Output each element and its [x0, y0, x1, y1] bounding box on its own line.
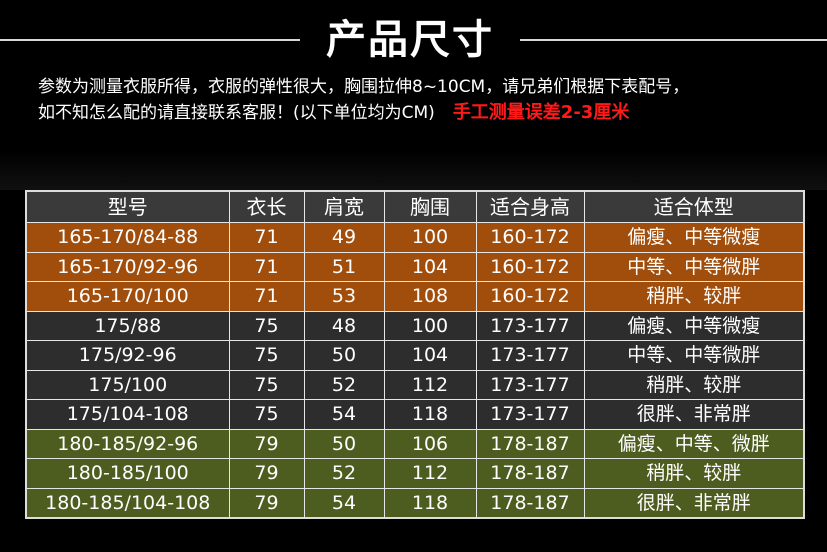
cell-chest: 100 [383, 310, 477, 341]
cell-body-type: 稍胖、较胖 [583, 458, 805, 489]
cell-body-type: 偏瘦、中等、微胖 [583, 428, 805, 459]
cell-shoulder: 52 [303, 369, 385, 400]
table-row: 180-185/104-108 79 54 118 178-187 很胖、非常胖 [25, 487, 805, 519]
cell-body-type: 很胖、非常胖 [583, 399, 805, 430]
cell-model: 175/92-96 [25, 340, 230, 371]
cell-shoulder: 52 [303, 458, 385, 489]
cell-chest: 106 [383, 428, 477, 459]
title-rule-left [0, 39, 300, 41]
cell-model: 165-170/84-88 [25, 222, 230, 253]
cell-shoulder: 53 [303, 281, 385, 312]
table-row: 165-170/100 71 53 108 160-172 稍胖、较胖 [25, 281, 805, 312]
cell-height: 160-172 [475, 251, 585, 282]
cell-chest: 100 [383, 222, 477, 253]
cell-length: 79 [228, 428, 305, 459]
cell-body-type: 偏瘦、中等微瘦 [583, 222, 805, 253]
cell-length: 79 [228, 487, 305, 519]
table-row: 175/100 75 52 112 173-177 稍胖、较胖 [25, 369, 805, 400]
cell-body-type: 中等、中等微胖 [583, 340, 805, 371]
cell-length: 75 [228, 340, 305, 371]
background-gradient [0, 150, 827, 190]
title-rule-right [520, 39, 827, 41]
cell-length: 75 [228, 399, 305, 430]
header-chest: 胸围 [383, 190, 477, 223]
cell-model: 165-170/92-96 [25, 251, 230, 282]
cell-height: 173-177 [475, 369, 585, 400]
cell-chest: 108 [383, 281, 477, 312]
cell-height: 160-172 [475, 281, 585, 312]
cell-chest: 104 [383, 340, 477, 371]
cell-shoulder: 50 [303, 428, 385, 459]
cell-shoulder: 50 [303, 340, 385, 371]
cell-chest: 112 [383, 369, 477, 400]
table-row: 165-170/92-96 71 51 104 160-172 中等、中等微胖 [25, 251, 805, 282]
description-line-2-text: 如不知怎么配的请直接联系客服！(以下单位均为CM) [38, 103, 435, 123]
cell-chest: 118 [383, 487, 477, 519]
page-title: 产品尺寸 [326, 17, 494, 63]
table-row: 175/88 75 48 100 173-177 偏瘦、中等微瘦 [25, 310, 805, 341]
table-row: 165-170/84-88 71 49 100 160-172 偏瘦、中等微瘦 [25, 222, 805, 253]
table-row: 180-185/92-96 79 50 106 178-187 偏瘦、中等、微胖 [25, 428, 805, 459]
cell-body-type: 稍胖、较胖 [583, 369, 805, 400]
cell-model: 180-185/100 [25, 458, 230, 489]
cell-length: 71 [228, 281, 305, 312]
header-body-type: 适合体型 [583, 190, 805, 223]
cell-model: 180-185/92-96 [25, 428, 230, 459]
size-table: 型号 衣长 肩宽 胸围 适合身高 适合体型 165-170/84-88 71 49 1… [25, 190, 805, 519]
header-length: 衣长 [228, 190, 305, 223]
table-header-row: 型号 衣长 肩宽 胸围 适合身高 适合体型 [25, 190, 805, 223]
description-line-2: 如不知怎么配的请直接联系客服！(以下单位均为CM) 手工测量误差2-3厘米 [38, 100, 689, 126]
cell-model: 165-170/100 [25, 281, 230, 312]
cell-shoulder: 49 [303, 222, 385, 253]
header-shoulder: 肩宽 [303, 190, 385, 223]
cell-height: 173-177 [475, 399, 585, 430]
cell-height: 160-172 [475, 222, 585, 253]
cell-model: 175/100 [25, 369, 230, 400]
cell-height: 178-187 [475, 487, 585, 519]
cell-body-type: 中等、中等微胖 [583, 251, 805, 282]
cell-chest: 104 [383, 251, 477, 282]
cell-chest: 118 [383, 399, 477, 430]
cell-height: 173-177 [475, 310, 585, 341]
cell-model: 180-185/104-108 [25, 487, 230, 519]
header-model: 型号 [25, 190, 230, 223]
cell-chest: 112 [383, 458, 477, 489]
cell-body-type: 偏瘦、中等微瘦 [583, 310, 805, 341]
cell-height: 178-187 [475, 458, 585, 489]
cell-height: 173-177 [475, 340, 585, 371]
cell-model: 175/88 [25, 310, 230, 341]
cell-body-type: 很胖、非常胖 [583, 487, 805, 519]
cell-body-type: 稍胖、较胖 [583, 281, 805, 312]
cell-shoulder: 51 [303, 251, 385, 282]
cell-length: 75 [228, 369, 305, 400]
cell-height: 178-187 [475, 428, 585, 459]
header-height: 适合身高 [475, 190, 585, 223]
cell-shoulder: 54 [303, 399, 385, 430]
cell-model: 175/104-108 [25, 399, 230, 430]
table-row: 180-185/100 79 52 112 178-187 稍胖、较胖 [25, 458, 805, 489]
cell-length: 79 [228, 458, 305, 489]
cell-shoulder: 48 [303, 310, 385, 341]
table-row: 175/92-96 75 50 104 173-177 中等、中等微胖 [25, 340, 805, 371]
description-line-1: 参数为测量衣服所得，衣服的弹性很大，胸围拉伸8~10CM，请兄弟们根据下表配号， [38, 77, 690, 97]
description: 参数为测量衣服所得，衣服的弹性很大，胸围拉伸8~10CM，请兄弟们根据下表配号，… [38, 74, 689, 126]
cell-shoulder: 54 [303, 487, 385, 519]
cell-length: 71 [228, 222, 305, 253]
cell-length: 75 [228, 310, 305, 341]
table-row: 175/104-108 75 54 118 173-177 很胖、非常胖 [25, 399, 805, 430]
cell-length: 71 [228, 251, 305, 282]
measurement-error-warning: 手工测量误差2-3厘米 [452, 102, 630, 123]
